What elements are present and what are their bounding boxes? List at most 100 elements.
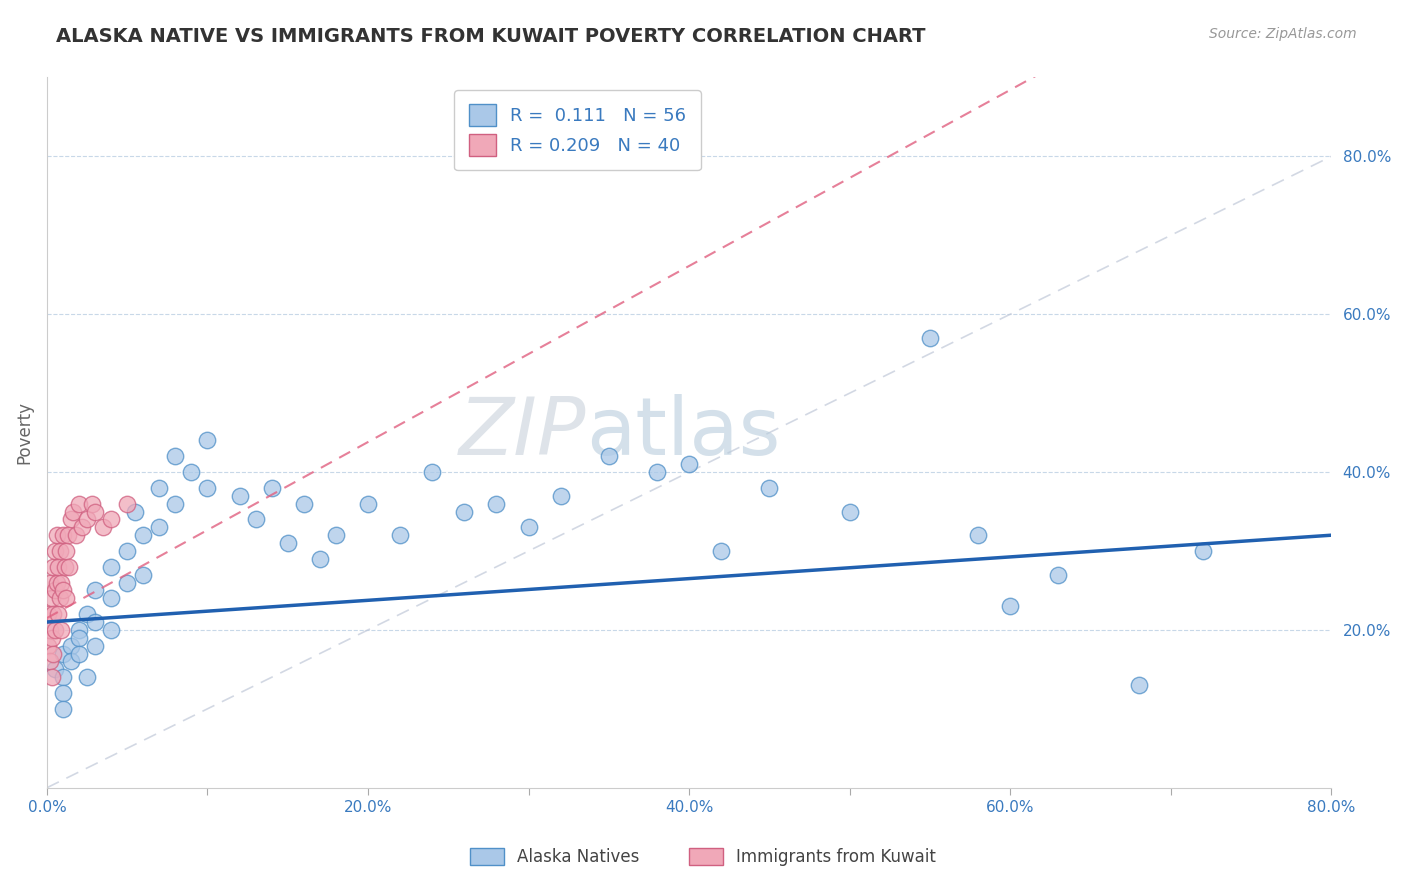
- Point: [228, 489, 250, 503]
- Point: [67, 647, 90, 661]
- Point: [517, 520, 540, 534]
- Point: [59, 639, 82, 653]
- Point: [1192, 544, 1215, 558]
- Point: [51, 623, 73, 637]
- Point: [44, 583, 66, 598]
- Point: [389, 528, 412, 542]
- Point: [277, 536, 299, 550]
- Point: [67, 497, 90, 511]
- Point: [245, 512, 267, 526]
- Point: [52, 583, 75, 598]
- Point: [420, 465, 443, 479]
- Point: [197, 434, 219, 448]
- Point: [59, 655, 82, 669]
- Legend: R =  0.111   N = 56, R = 0.209   N = 40: R = 0.111 N = 56, R = 0.209 N = 40: [454, 90, 700, 170]
- Text: ZIP: ZIP: [458, 393, 586, 472]
- Point: [180, 465, 202, 479]
- Point: [37, 607, 59, 621]
- Point: [39, 655, 62, 669]
- Point: [67, 623, 90, 637]
- Point: [165, 497, 187, 511]
- Point: [357, 497, 380, 511]
- Point: [645, 465, 668, 479]
- Point: [46, 559, 69, 574]
- Point: [65, 528, 87, 542]
- Point: [292, 497, 315, 511]
- Point: [42, 647, 65, 661]
- Point: [325, 528, 347, 542]
- Point: [45, 575, 67, 590]
- Point: [100, 591, 122, 606]
- Point: [1128, 678, 1150, 692]
- Point: [678, 457, 700, 471]
- Point: [44, 662, 66, 676]
- Point: [55, 544, 77, 558]
- Point: [55, 591, 77, 606]
- Point: [44, 544, 66, 558]
- Point: [115, 544, 138, 558]
- Point: [44, 623, 66, 637]
- Point: [52, 686, 75, 700]
- Point: [62, 504, 84, 518]
- Point: [260, 481, 283, 495]
- Point: [37, 639, 59, 653]
- Point: [132, 567, 155, 582]
- Point: [165, 450, 187, 464]
- Point: [42, 607, 65, 621]
- Point: [52, 528, 75, 542]
- Text: atlas: atlas: [586, 393, 780, 472]
- Point: [76, 512, 98, 526]
- Text: ALASKA NATIVE VS IMMIGRANTS FROM KUWAIT POVERTY CORRELATION CHART: ALASKA NATIVE VS IMMIGRANTS FROM KUWAIT …: [56, 27, 925, 45]
- Point: [132, 528, 155, 542]
- Point: [39, 575, 62, 590]
- Legend: Alaska Natives, Immigrants from Kuwait: Alaska Natives, Immigrants from Kuwait: [463, 840, 943, 875]
- Point: [59, 512, 82, 526]
- Text: Source: ZipAtlas.com: Source: ZipAtlas.com: [1209, 27, 1357, 41]
- Point: [48, 591, 70, 606]
- Point: [84, 615, 107, 629]
- Point: [46, 607, 69, 621]
- Point: [84, 583, 107, 598]
- Point: [84, 504, 107, 518]
- Point: [710, 544, 733, 558]
- Point: [124, 504, 146, 518]
- Point: [80, 497, 103, 511]
- Point: [52, 670, 75, 684]
- Point: [84, 639, 107, 653]
- Point: [100, 623, 122, 637]
- Point: [197, 481, 219, 495]
- Point: [58, 559, 80, 574]
- Point: [100, 559, 122, 574]
- Point: [41, 631, 63, 645]
- Point: [67, 631, 90, 645]
- Point: [453, 504, 475, 518]
- Point: [967, 528, 990, 542]
- Point: [48, 544, 70, 558]
- Point: [39, 623, 62, 637]
- Point: [41, 670, 63, 684]
- Point: [100, 512, 122, 526]
- Point: [485, 497, 508, 511]
- Point: [148, 481, 170, 495]
- Point: [550, 489, 572, 503]
- Point: [91, 520, 114, 534]
- Point: [45, 528, 67, 542]
- Point: [308, 552, 330, 566]
- Point: [52, 702, 75, 716]
- Point: [115, 575, 138, 590]
- Point: [148, 520, 170, 534]
- Point: [1000, 599, 1022, 614]
- Y-axis label: Poverty: Poverty: [15, 401, 32, 464]
- Point: [51, 575, 73, 590]
- Point: [70, 520, 93, 534]
- Point: [56, 528, 79, 542]
- Point: [53, 559, 76, 574]
- Point: [76, 670, 98, 684]
- Point: [76, 607, 98, 621]
- Point: [918, 331, 941, 345]
- Point: [41, 591, 63, 606]
- Point: [838, 504, 860, 518]
- Point: [52, 647, 75, 661]
- Point: [758, 481, 780, 495]
- Point: [598, 450, 620, 464]
